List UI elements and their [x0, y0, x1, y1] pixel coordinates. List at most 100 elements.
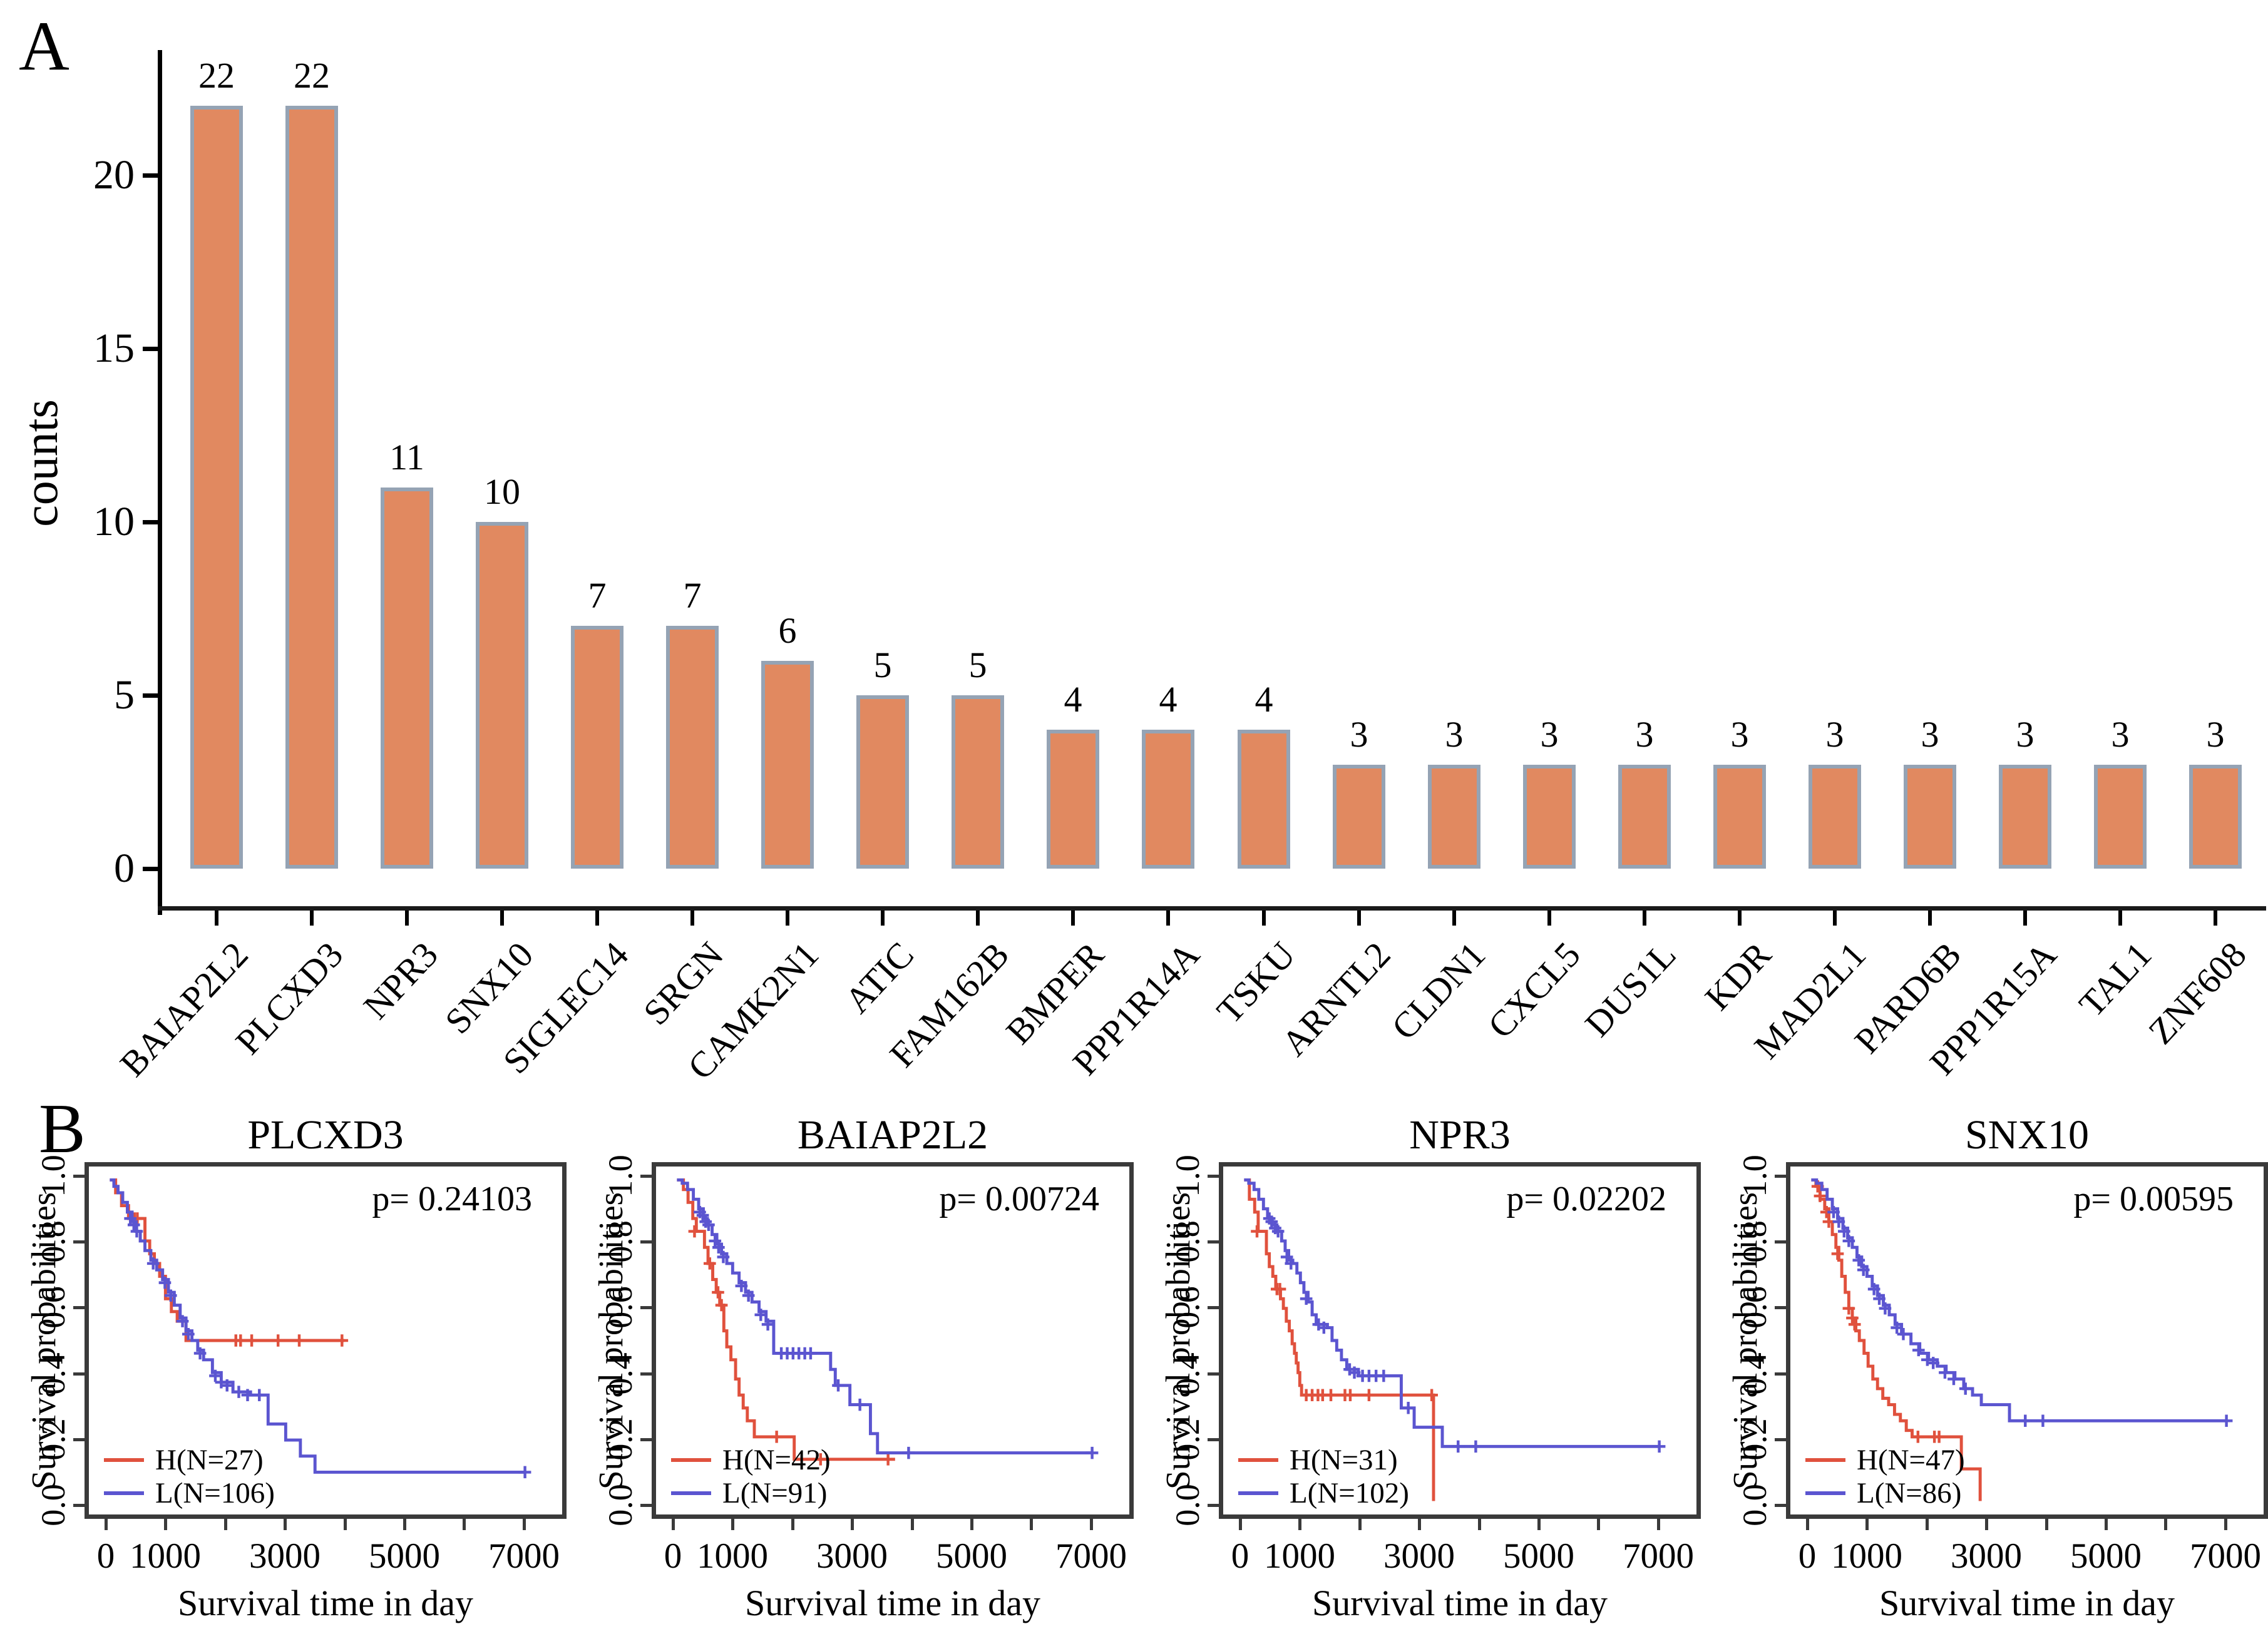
legend-row: L(N=91) — [671, 1476, 831, 1509]
km-y-tick — [1208, 1372, 1219, 1376]
bar-value-label: 10 — [484, 471, 520, 512]
km-y-tick — [1208, 1504, 1219, 1507]
bar — [1999, 765, 2051, 869]
km-x-tick-label: 3000 — [1951, 1536, 2022, 1576]
bar — [666, 626, 719, 869]
km-plot-box: p= 0.24103 H(N=27) L(N=106) — [85, 1162, 567, 1519]
km-y-tick — [73, 1175, 85, 1178]
km-y-tick — [1208, 1438, 1219, 1441]
km-y-tick-label: 0.0 — [602, 1484, 639, 1526]
bar-y-tick — [143, 347, 160, 351]
km-x-tick — [2105, 1519, 2108, 1530]
km-canvas — [1244, 1178, 1666, 1501]
legend-label: H(N=42) — [722, 1443, 831, 1476]
bar-value-label: 3 — [1730, 714, 1749, 755]
km-y-tick — [1775, 1372, 1786, 1376]
bar-axis-tick — [500, 911, 504, 926]
bar-category-label: ZNF608 — [2140, 934, 2255, 1052]
km-censor-marks-H — [688, 1225, 895, 1466]
bar — [1618, 765, 1671, 869]
bar-axis-tick — [1547, 911, 1551, 926]
bar-value-label: 3 — [2206, 714, 2225, 755]
bar-y-tick — [143, 867, 160, 871]
bar-value-label: 22 — [198, 55, 235, 96]
bar — [1142, 730, 1194, 869]
km-y-tick — [1208, 1175, 1219, 1178]
km-y-tick — [1208, 1240, 1219, 1243]
km-p-value: p= 0.02202 — [1506, 1180, 1666, 1218]
bar-value-label: 5 — [968, 645, 987, 685]
legend-label: L(N=102) — [1290, 1476, 1409, 1509]
km-x-tick-label: 7000 — [1623, 1536, 1694, 1576]
bar-value-label: 3 — [1350, 714, 1368, 755]
bar-chart-y-axis-line — [158, 50, 162, 915]
km-x-tick-label: 3000 — [1383, 1536, 1455, 1576]
bar-y-tick-label: 5 — [114, 672, 135, 718]
km-title: NPR3 — [1409, 1112, 1511, 1158]
km-plot-box: p= 0.02202 H(N=31) L(N=102) — [1219, 1162, 1701, 1519]
km-x-tick — [672, 1519, 675, 1530]
km-x-tick-label: 1000 — [1264, 1536, 1335, 1576]
km-tick-layer: 0 1000 3000 5000 7000 0.0 0.2 0.4 0.6 0.8 1.0 — [1727, 1109, 2268, 1629]
km-plot-baiap2l2: BAIAP2L2 Survival probabilities p= 0.007… — [592, 1109, 1152, 1629]
km-y-tick-label: 0.8 — [1169, 1220, 1206, 1263]
legend-row: H(N=31) — [1238, 1443, 1409, 1476]
km-legend: H(N=27) L(N=106) — [104, 1443, 275, 1509]
km-x-tick — [1865, 1519, 1869, 1530]
bar-axis-tick — [1928, 911, 1932, 926]
km-x-tick — [2164, 1519, 2167, 1530]
km-x-tick — [1298, 1519, 1301, 1530]
legend-row: H(N=42) — [671, 1443, 831, 1476]
bar-axis-tick — [1738, 911, 1742, 926]
bar-axis-tick — [2118, 911, 2122, 926]
km-y-tick-label: 1.0 — [1736, 1155, 1773, 1197]
km-y-tick-label: 0.8 — [602, 1220, 639, 1263]
km-y-tick — [1775, 1504, 1786, 1507]
km-y-tick-label: 0.0 — [1736, 1484, 1773, 1526]
km-x-tick — [523, 1519, 526, 1530]
km-x-tick-label: 5000 — [936, 1536, 1007, 1576]
bar — [856, 695, 909, 869]
km-x-tick-label: 1000 — [697, 1536, 768, 1576]
bar-value-label: 11 — [389, 437, 424, 477]
km-y-tick-label: 0.0 — [1169, 1484, 1206, 1526]
bar — [952, 695, 1004, 869]
bar — [190, 106, 243, 869]
km-y-tick — [73, 1306, 85, 1309]
km-censor-marks-L — [694, 1206, 1099, 1459]
km-censor-marks-L — [1263, 1212, 1666, 1453]
legend-label: L(N=91) — [722, 1476, 828, 1509]
legend-label: H(N=31) — [1290, 1443, 1398, 1476]
km-p-value: p= 0.00724 — [939, 1180, 1099, 1218]
bar — [1904, 765, 1956, 869]
legend-row: H(N=27) — [104, 1443, 275, 1476]
bar-axis-tick — [1452, 911, 1456, 926]
legend-line-swatch — [1238, 1458, 1278, 1462]
km-y-tick — [73, 1504, 85, 1507]
bar-y-tick — [143, 173, 160, 178]
km-y-tick-label: 0.4 — [1736, 1352, 1773, 1395]
km-censor-marks-H — [1251, 1225, 1438, 1401]
bar-y-tick-label: 10 — [93, 499, 135, 544]
bar-axis-tick — [881, 911, 885, 926]
km-x-tick — [1806, 1519, 1809, 1530]
km-y-tick-label: 0.2 — [34, 1418, 72, 1461]
km-y-tick — [1775, 1175, 1786, 1178]
km-y-tick-label: 0.4 — [34, 1352, 72, 1395]
bar — [2189, 765, 2242, 869]
panel-a-label: A — [19, 8, 69, 85]
km-x-tick — [1985, 1519, 1988, 1530]
legend-line-swatch — [671, 1458, 711, 1462]
bar — [1713, 765, 1766, 869]
km-plot-plcxd3: PLCXD3 Survival probabilities p= 0.24103… — [25, 1109, 585, 1629]
km-x-tick-label: 0 — [1231, 1536, 1249, 1576]
km-x-tick — [1239, 1519, 1242, 1530]
km-y-tick — [1775, 1306, 1786, 1309]
km-legend: H(N=31) L(N=102) — [1238, 1443, 1409, 1509]
bar-axis-tick — [2023, 911, 2027, 926]
km-x-axis-title: Survival time in day — [745, 1583, 1040, 1623]
legend-row: L(N=86) — [1805, 1476, 1965, 1509]
km-x-tick — [403, 1519, 406, 1530]
bar-value-label: 22 — [294, 55, 330, 96]
legend-line-swatch — [1238, 1491, 1278, 1495]
